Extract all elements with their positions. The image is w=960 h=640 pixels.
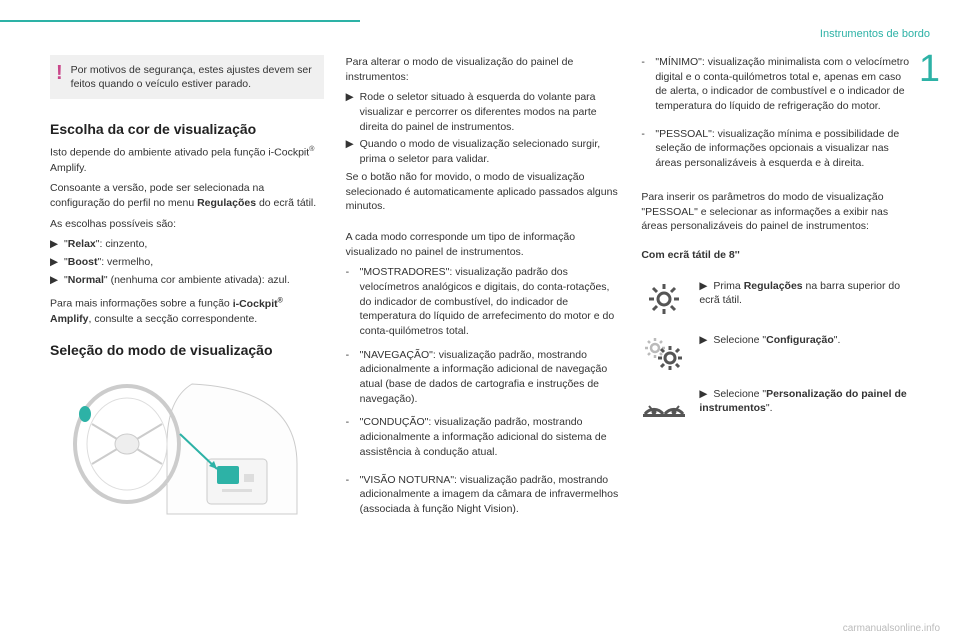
header-accent-line bbox=[0, 20, 360, 22]
column-3: - "MÍNIMO": visualização minimalista com… bbox=[641, 55, 915, 620]
list-item: - "MOSTRADORES": visualização padrão dos… bbox=[346, 265, 620, 338]
subheading-screen: Com ecrã tátil de 8'' bbox=[641, 248, 915, 263]
page-content: ! Por motivos de segurança, estes ajuste… bbox=[50, 55, 915, 620]
list-item: - "NAVEGAÇÃO": visualização padrão, most… bbox=[346, 348, 620, 407]
steering-diagram bbox=[72, 374, 302, 524]
list-item: ▶ "Boost": vermelho, bbox=[50, 255, 324, 270]
dial-cluster-icon bbox=[641, 387, 687, 427]
icon-step-row: ▶Prima Regulações na barra superior do e… bbox=[641, 279, 915, 319]
paragraph: Isto depende do ambiente ativado pela fu… bbox=[50, 145, 324, 175]
chapter-number: 1 bbox=[919, 48, 940, 91]
list-item: - "MÍNIMO": visualização minimalista com… bbox=[641, 55, 915, 114]
column-1: ! Por motivos de segurança, estes ajuste… bbox=[50, 55, 324, 620]
gears-icon bbox=[641, 333, 687, 373]
warning-icon: ! bbox=[56, 63, 63, 83]
list-item: - "PESSOAL": visualização mínima e possi… bbox=[641, 127, 915, 171]
warning-box: ! Por motivos de segurança, estes ajuste… bbox=[50, 55, 324, 99]
list-item: - "CONDUÇÃO": visualização padrão, mostr… bbox=[346, 415, 620, 459]
header-section-label: Instrumentos de bordo bbox=[820, 28, 930, 40]
paragraph: Consoante a versão, pode ser selecionada… bbox=[50, 181, 324, 210]
icon-step-row: ▶Selecione "Personalização do painel de … bbox=[641, 387, 915, 427]
paragraph: Para inserir os parâmetros do modo de vi… bbox=[641, 190, 915, 234]
paragraph: Se o botão não for movido, o modo de vis… bbox=[346, 170, 620, 214]
icon-step-text: ▶Prima Regulações na barra superior do e… bbox=[699, 279, 915, 308]
heading-mode-select: Seleção do modo de visualização bbox=[50, 342, 324, 358]
column-2: Para alterar o modo de visualização do p… bbox=[346, 55, 620, 620]
paragraph: A cada modo corresponde um tipo de infor… bbox=[346, 230, 620, 259]
icon-step-text: ▶Selecione "Personalização do painel de … bbox=[699, 387, 915, 416]
paragraph: Para alterar o modo de visualização do p… bbox=[346, 55, 620, 84]
list-item: - "VISÃO NOTURNA": visualização padrão, … bbox=[346, 473, 620, 517]
list-item: ▶ "Normal" (nenhuma cor ambiente ativada… bbox=[50, 273, 324, 288]
icon-step-text: ▶Selecione "Configuração". bbox=[699, 333, 915, 348]
footer-watermark: carmanualsonline.info bbox=[843, 623, 940, 634]
list-item: ▶ Quando o modo de visualização selecion… bbox=[346, 137, 620, 166]
paragraph: Para mais informações sobre a função i-C… bbox=[50, 296, 324, 326]
gear-icon bbox=[641, 279, 687, 319]
icon-step-row: ▶Selecione "Configuração". bbox=[641, 333, 915, 373]
list-item: ▶ "Relax": cinzento, bbox=[50, 237, 324, 252]
paragraph: As escolhas possíveis são: bbox=[50, 217, 324, 232]
warning-text: Por motivos de segurança, estes ajustes … bbox=[71, 63, 314, 91]
heading-color-choice: Escolha da cor de visualização bbox=[50, 121, 324, 137]
list-item: ▶ Rode o seletor situado à esquerda do v… bbox=[346, 90, 620, 134]
